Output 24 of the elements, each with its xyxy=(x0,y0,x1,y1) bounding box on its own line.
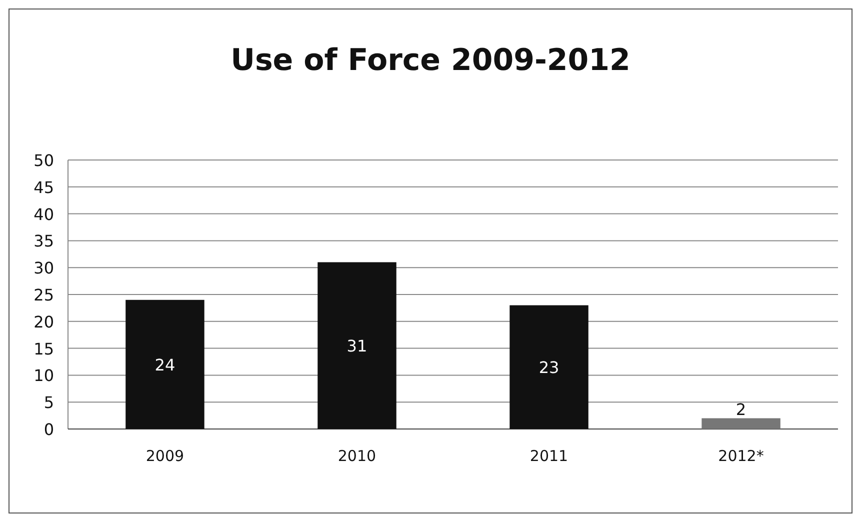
data-label: 31 xyxy=(346,336,368,356)
y-tick-label: 45 xyxy=(34,178,54,197)
x-tick-label: 2011 xyxy=(530,447,568,465)
data-label: 24 xyxy=(154,355,176,374)
y-tick-label: 35 xyxy=(34,232,54,251)
bar xyxy=(318,262,396,429)
bar xyxy=(702,418,780,429)
y-tick-label: 0 xyxy=(44,420,54,439)
chart-title: Use of Force 2009-2012 xyxy=(230,43,630,78)
bar xyxy=(126,300,204,429)
y-tick-label: 25 xyxy=(34,286,54,304)
y-tick-label: 15 xyxy=(34,339,54,358)
y-tick-label: 40 xyxy=(34,204,54,224)
data-label: 23 xyxy=(538,358,560,378)
x-tick-label: 2012* xyxy=(718,447,764,465)
y-tick-label: 20 xyxy=(34,312,54,332)
y-tick-label: 50 xyxy=(34,151,54,170)
y-tick-label: 5 xyxy=(44,393,54,412)
bar xyxy=(510,305,588,429)
data-label: 2 xyxy=(736,400,746,420)
y-tick-label: 10 xyxy=(34,366,54,386)
y-tick-label: 30 xyxy=(34,258,54,278)
x-tick-label: 2010 xyxy=(338,447,376,465)
x-tick-label: 2009 xyxy=(146,447,184,465)
